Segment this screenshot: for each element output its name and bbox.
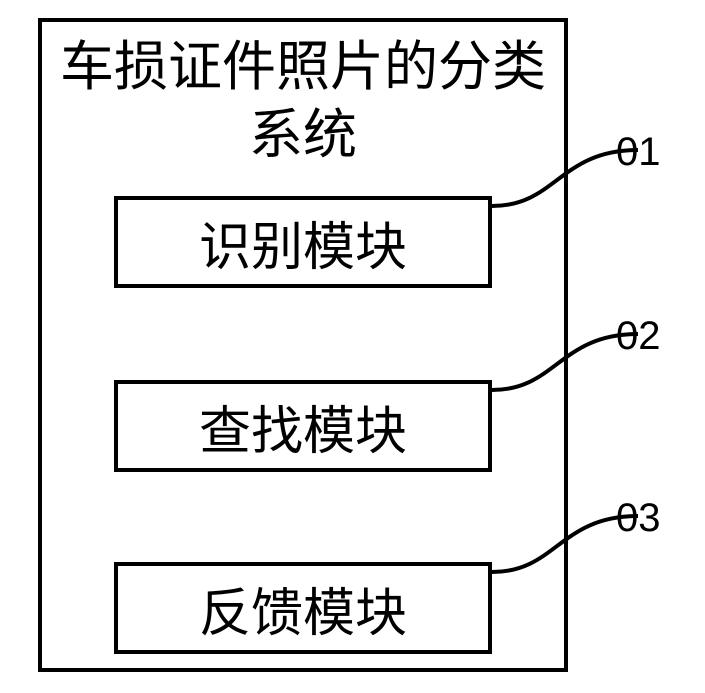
module-label-feedback: 反馈模块	[199, 571, 407, 646]
callout-label-03: 03	[616, 496, 661, 541]
module-label-recognition: 识别模块	[199, 205, 407, 280]
module-box-search: 查找模块	[114, 380, 492, 472]
system-title-line2: 系统	[249, 105, 357, 165]
system-title-line1: 车损证件照片的分类	[60, 37, 546, 97]
callout-label-01: 01	[616, 130, 661, 175]
callout-label-02: 02	[616, 314, 661, 359]
module-box-feedback: 反馈模块	[114, 562, 492, 654]
module-box-recognition: 识别模块	[114, 196, 492, 288]
system-title: 车损证件照片的分类 系统	[52, 34, 554, 169]
module-label-search: 查找模块	[199, 389, 407, 464]
